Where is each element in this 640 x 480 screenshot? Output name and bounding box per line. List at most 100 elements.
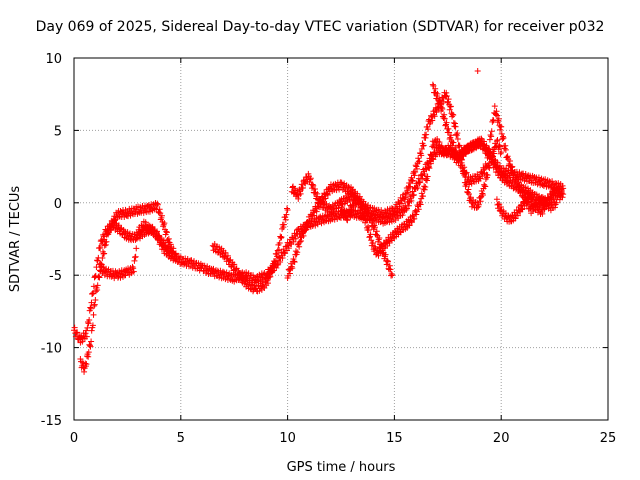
data-point bbox=[370, 239, 377, 246]
data-point bbox=[85, 353, 92, 360]
data-point bbox=[94, 257, 101, 264]
data-point bbox=[371, 224, 378, 231]
data-point bbox=[296, 243, 303, 250]
data-point bbox=[454, 151, 461, 158]
data-point bbox=[390, 208, 397, 215]
data-point bbox=[441, 111, 448, 118]
data-point bbox=[300, 232, 307, 239]
data-point bbox=[129, 263, 136, 270]
data-point bbox=[415, 155, 422, 162]
data-point bbox=[508, 164, 515, 171]
y-tick-label: 5 bbox=[54, 124, 62, 139]
data-point bbox=[484, 154, 491, 161]
data-point bbox=[450, 119, 457, 126]
data-point bbox=[403, 206, 410, 213]
data-point bbox=[387, 266, 394, 273]
data-point bbox=[296, 238, 303, 245]
data-point bbox=[88, 338, 95, 345]
data-point bbox=[413, 165, 420, 172]
data-point bbox=[477, 198, 484, 205]
data-point bbox=[498, 204, 505, 211]
data-point bbox=[97, 260, 104, 267]
data-point bbox=[313, 208, 320, 215]
data-point bbox=[322, 195, 329, 202]
data-point bbox=[463, 169, 470, 176]
data-point bbox=[203, 267, 210, 274]
data-point bbox=[273, 264, 280, 271]
data-point bbox=[169, 250, 176, 257]
data-point bbox=[79, 338, 86, 345]
data-point bbox=[302, 226, 309, 233]
data-point bbox=[518, 186, 525, 193]
data-point bbox=[264, 280, 271, 287]
y-tick-label: -15 bbox=[41, 414, 62, 429]
chart-title: Day 069 of 2025, Sidereal Day-to-day VTE… bbox=[35, 19, 605, 35]
data-point bbox=[291, 258, 298, 265]
data-point bbox=[272, 257, 279, 264]
data-point bbox=[494, 137, 501, 144]
data-point bbox=[276, 240, 283, 247]
data-point bbox=[85, 349, 92, 356]
data-point bbox=[168, 253, 175, 260]
series-track-9 bbox=[493, 184, 565, 225]
data-point bbox=[424, 177, 431, 184]
data-point bbox=[363, 217, 370, 224]
data-point bbox=[356, 197, 363, 204]
data-point bbox=[98, 236, 105, 243]
data-point bbox=[238, 270, 245, 277]
data-point bbox=[429, 117, 436, 124]
data-point bbox=[266, 270, 273, 277]
data-point bbox=[496, 162, 503, 169]
data-point bbox=[344, 217, 351, 224]
data-point bbox=[465, 186, 472, 193]
data-point bbox=[180, 261, 187, 268]
x-tick-label: 0 bbox=[70, 431, 78, 446]
grid-lines bbox=[74, 58, 608, 420]
data-point bbox=[291, 258, 298, 265]
data-point bbox=[376, 235, 383, 242]
data-point bbox=[425, 163, 432, 170]
data-point bbox=[406, 222, 413, 229]
data-point bbox=[461, 164, 468, 171]
data-point bbox=[446, 106, 453, 113]
data-point bbox=[429, 81, 436, 88]
data-point bbox=[558, 194, 565, 201]
data-point bbox=[409, 178, 416, 185]
y-tick-label: 0 bbox=[54, 197, 62, 212]
data-point bbox=[500, 165, 507, 172]
data-point bbox=[101, 242, 108, 249]
data-point bbox=[501, 145, 508, 152]
data-point bbox=[415, 206, 422, 213]
data-point bbox=[130, 268, 137, 275]
data-point bbox=[89, 322, 96, 329]
data-point bbox=[556, 196, 563, 203]
data-point bbox=[524, 173, 531, 180]
data-point bbox=[345, 183, 352, 190]
data-point bbox=[410, 191, 417, 198]
data-point bbox=[90, 283, 97, 290]
data-point bbox=[382, 209, 389, 216]
data-point bbox=[346, 196, 353, 203]
data-point bbox=[294, 249, 301, 256]
data-point bbox=[92, 296, 99, 303]
data-point bbox=[256, 273, 263, 280]
data-point bbox=[418, 145, 425, 152]
data-point bbox=[82, 330, 89, 337]
data-point bbox=[416, 179, 423, 186]
data-point bbox=[422, 184, 429, 191]
data-point bbox=[491, 103, 498, 110]
data-point bbox=[277, 258, 284, 265]
data-point bbox=[99, 254, 106, 261]
data-point bbox=[365, 227, 372, 234]
data-point bbox=[131, 257, 138, 264]
data-point bbox=[494, 163, 501, 170]
data-point bbox=[422, 176, 429, 183]
axis-ticks bbox=[73, 57, 609, 421]
data-point bbox=[149, 224, 156, 231]
data-point bbox=[440, 115, 447, 122]
data-point bbox=[514, 176, 521, 183]
data-point bbox=[85, 320, 92, 327]
data-point bbox=[482, 183, 489, 190]
data-point bbox=[500, 134, 507, 141]
data-point bbox=[311, 212, 318, 219]
